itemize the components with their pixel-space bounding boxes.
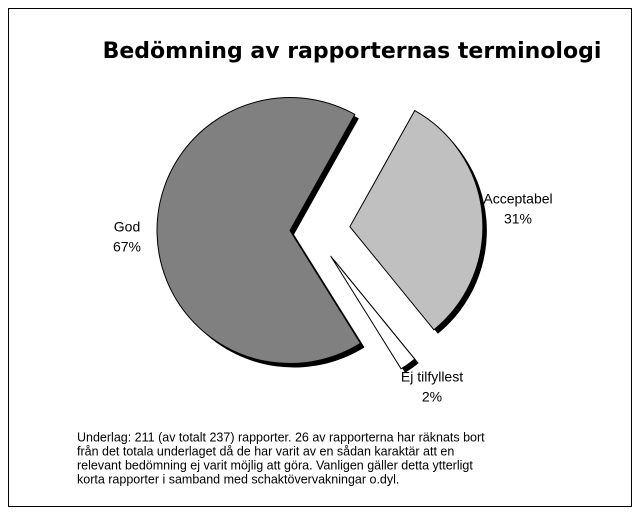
note-line: korta rapporter i samband med schaktöver… (77, 472, 399, 486)
slice-label: Ej tilfyllest (401, 369, 463, 385)
note-line: relevant bedömning ej varit möjlig att g… (77, 458, 473, 472)
chart-title: Bedömning av rapporternas terminologi (103, 39, 602, 64)
note-line: från det totala underlaget då de har var… (77, 444, 454, 458)
slice-value-label: 2% (422, 389, 442, 405)
frame (8, 8, 632, 507)
note-line: Underlag: 211 (av totalt 237) rapporter.… (77, 430, 485, 444)
slice (330, 255, 416, 370)
slice (156, 97, 362, 365)
slice-value-label: 31% (504, 211, 532, 227)
slice-value-label: 67% (113, 239, 141, 255)
slice (349, 109, 484, 331)
slice-label: Acceptabel (483, 191, 552, 207)
slice-label: God (114, 219, 140, 235)
